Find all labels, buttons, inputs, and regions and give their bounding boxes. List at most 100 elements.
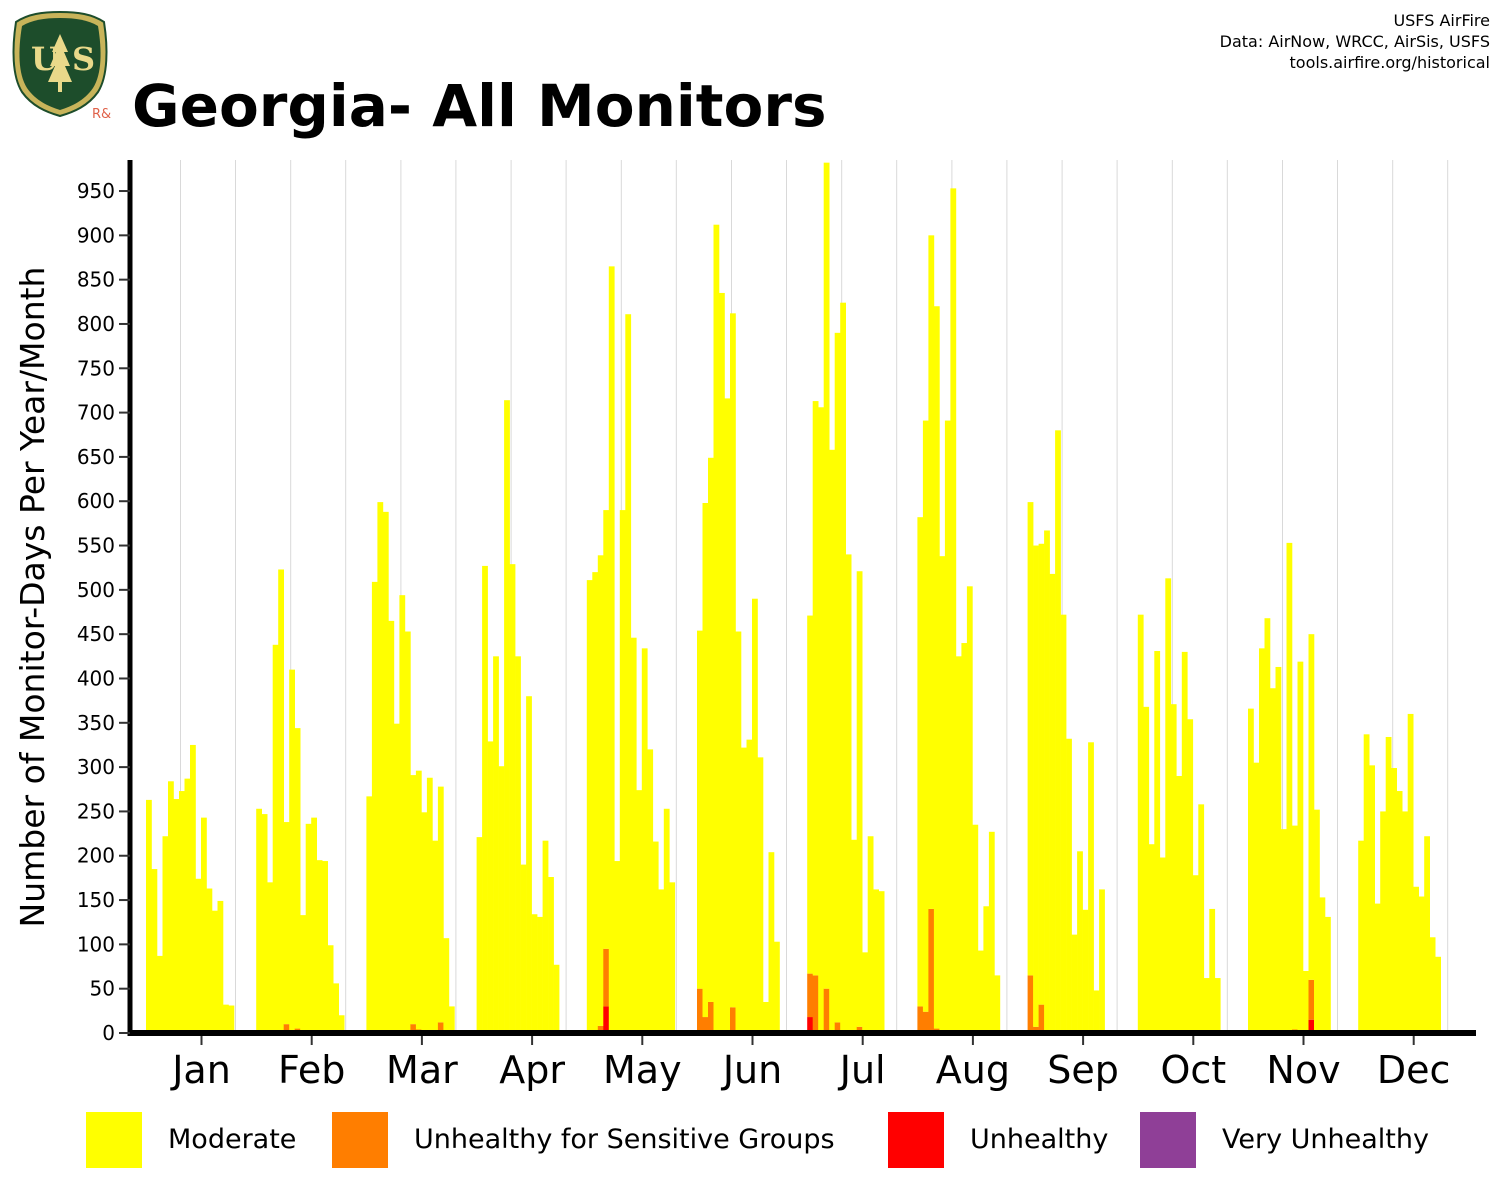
bar-moderate bbox=[1071, 934, 1078, 1033]
bar-moderate bbox=[404, 631, 411, 1033]
bar-unhealthy bbox=[807, 1017, 813, 1033]
y-tick-label: 650 bbox=[77, 445, 115, 469]
bar-moderate bbox=[1407, 713, 1414, 1033]
bar-moderate bbox=[829, 449, 835, 1033]
bar-moderate bbox=[316, 860, 323, 1033]
bar-moderate bbox=[162, 836, 169, 1033]
y-tick-label: 0 bbox=[102, 1021, 115, 1045]
bar-moderate bbox=[630, 637, 637, 1033]
bar-moderate bbox=[1038, 543, 1045, 1005]
bar-moderate bbox=[757, 757, 764, 1033]
bar-moderate bbox=[1066, 738, 1072, 1033]
bar-moderate bbox=[432, 840, 439, 1033]
bar-moderate bbox=[399, 595, 406, 1032]
bar-moderate bbox=[763, 1001, 769, 1033]
bar-moderate bbox=[1154, 651, 1161, 1033]
bar-moderate bbox=[426, 777, 433, 1033]
bar-usg bbox=[702, 1017, 709, 1033]
bar-moderate bbox=[1143, 706, 1150, 1033]
bar-moderate bbox=[966, 586, 973, 1033]
bar-moderate bbox=[1429, 937, 1436, 1033]
bar-moderate bbox=[1088, 742, 1094, 1033]
bar-moderate bbox=[873, 889, 879, 1033]
y-tick-label: 200 bbox=[77, 844, 115, 868]
bar-moderate bbox=[289, 669, 295, 1033]
bar-moderate bbox=[168, 781, 174, 1033]
bar-moderate bbox=[151, 869, 158, 1033]
bar-usg bbox=[708, 1001, 714, 1033]
bar-moderate bbox=[179, 791, 185, 1033]
bar-moderate bbox=[1374, 903, 1381, 1033]
bar-moderate bbox=[1385, 736, 1392, 1033]
bar-moderate bbox=[1319, 897, 1326, 1033]
bar-moderate bbox=[1308, 634, 1315, 980]
x-tick-label: Mar bbox=[386, 1048, 458, 1092]
bar-moderate bbox=[768, 852, 775, 1033]
x-tick-label: Aug bbox=[936, 1048, 1010, 1092]
bar-usg bbox=[856, 1026, 863, 1033]
svg-text:S: S bbox=[72, 40, 95, 78]
bar-moderate bbox=[1424, 836, 1430, 1033]
bar-moderate bbox=[955, 656, 962, 1033]
bar-usg bbox=[603, 948, 610, 1007]
bar-moderate bbox=[708, 457, 714, 1002]
bar-moderate bbox=[1435, 956, 1441, 1033]
x-tick-label: Sep bbox=[1047, 1048, 1119, 1092]
bar-moderate bbox=[1082, 909, 1089, 1033]
bar-moderate bbox=[1248, 708, 1254, 1033]
bar-chart: 0 50 100 150 200 250 300 350 400 450 500 550 600 650 7… bbox=[13, 160, 1476, 1092]
legend-label-unhealthy: Unhealthy bbox=[970, 1124, 1109, 1155]
bar-moderate bbox=[382, 511, 389, 1033]
y-axis-label: Number of Monitor-Days Per Year/Month bbox=[13, 267, 52, 928]
bar-moderate bbox=[305, 823, 312, 1033]
bar-moderate bbox=[741, 747, 747, 1033]
y-tick-label: 750 bbox=[77, 356, 115, 380]
bar-moderate bbox=[994, 975, 1001, 1033]
bar-moderate bbox=[592, 572, 599, 1033]
bar-moderate bbox=[1380, 811, 1386, 1033]
bar-moderate bbox=[482, 565, 488, 1033]
bar-moderate bbox=[1148, 844, 1155, 1033]
bar-moderate bbox=[922, 420, 929, 1012]
bar-moderate bbox=[223, 1004, 229, 1033]
bar-moderate bbox=[724, 398, 731, 1033]
bar-moderate bbox=[278, 569, 284, 1033]
legend-swatch-very-unhealthy bbox=[1140, 1112, 1196, 1168]
legend-label-moderate: Moderate bbox=[168, 1124, 297, 1155]
y-tick-label: 400 bbox=[77, 666, 115, 690]
bar-moderate bbox=[206, 888, 213, 1033]
bar-moderate bbox=[371, 581, 378, 1031]
bar-moderate bbox=[917, 517, 924, 1007]
bar-moderate bbox=[267, 882, 273, 1033]
bar-moderate bbox=[228, 1005, 235, 1033]
bar-moderate bbox=[366, 796, 373, 1033]
bar-moderate bbox=[752, 598, 758, 1033]
bar-moderate bbox=[1281, 829, 1287, 1033]
bar-moderate bbox=[195, 878, 202, 1033]
bar-moderate bbox=[746, 739, 753, 1033]
bar-moderate bbox=[1253, 762, 1260, 1033]
bar-moderate bbox=[146, 799, 152, 1033]
bar-moderate bbox=[443, 938, 450, 1033]
bar-moderate bbox=[1055, 430, 1061, 1033]
y-tick-label: 150 bbox=[77, 888, 115, 912]
bar-moderate bbox=[944, 420, 951, 1033]
bar-moderate bbox=[256, 808, 262, 1033]
bar-moderate bbox=[537, 916, 543, 1033]
bar-moderate bbox=[1402, 811, 1408, 1033]
bar-moderate bbox=[834, 332, 841, 1023]
bar-moderate bbox=[652, 841, 659, 1033]
bar-usg bbox=[437, 1022, 444, 1033]
bar-moderate bbox=[603, 510, 610, 949]
bar-moderate bbox=[867, 836, 874, 1033]
bar-moderate bbox=[845, 554, 852, 1033]
bar-unhealthy bbox=[603, 1006, 610, 1033]
bar-moderate bbox=[647, 749, 654, 1033]
bar-moderate bbox=[697, 630, 703, 989]
credit-line-1: USFS AirFire bbox=[1393, 11, 1490, 30]
bar-moderate bbox=[261, 814, 268, 1033]
bar-moderate bbox=[1027, 502, 1034, 976]
bar-moderate bbox=[1264, 618, 1271, 1033]
bar-moderate bbox=[437, 786, 444, 1023]
bar-usg bbox=[697, 988, 703, 1033]
